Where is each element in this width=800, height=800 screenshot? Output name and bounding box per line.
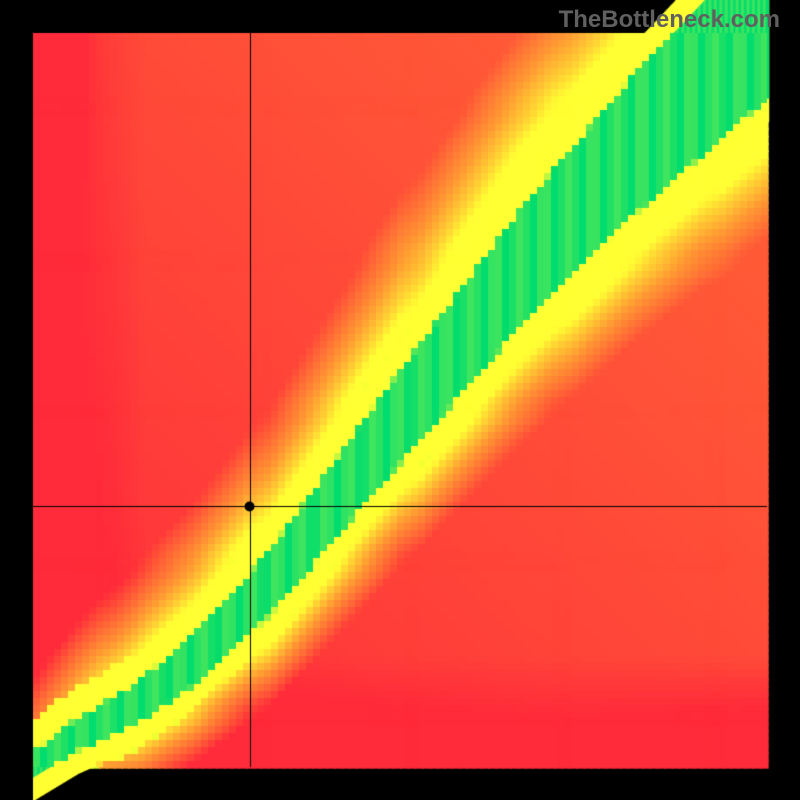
chart-container: { "watermark": "TheBottleneck.com", "can… xyxy=(0,0,800,800)
heatmap-canvas xyxy=(0,0,800,800)
watermark-text: TheBottleneck.com xyxy=(559,6,780,34)
